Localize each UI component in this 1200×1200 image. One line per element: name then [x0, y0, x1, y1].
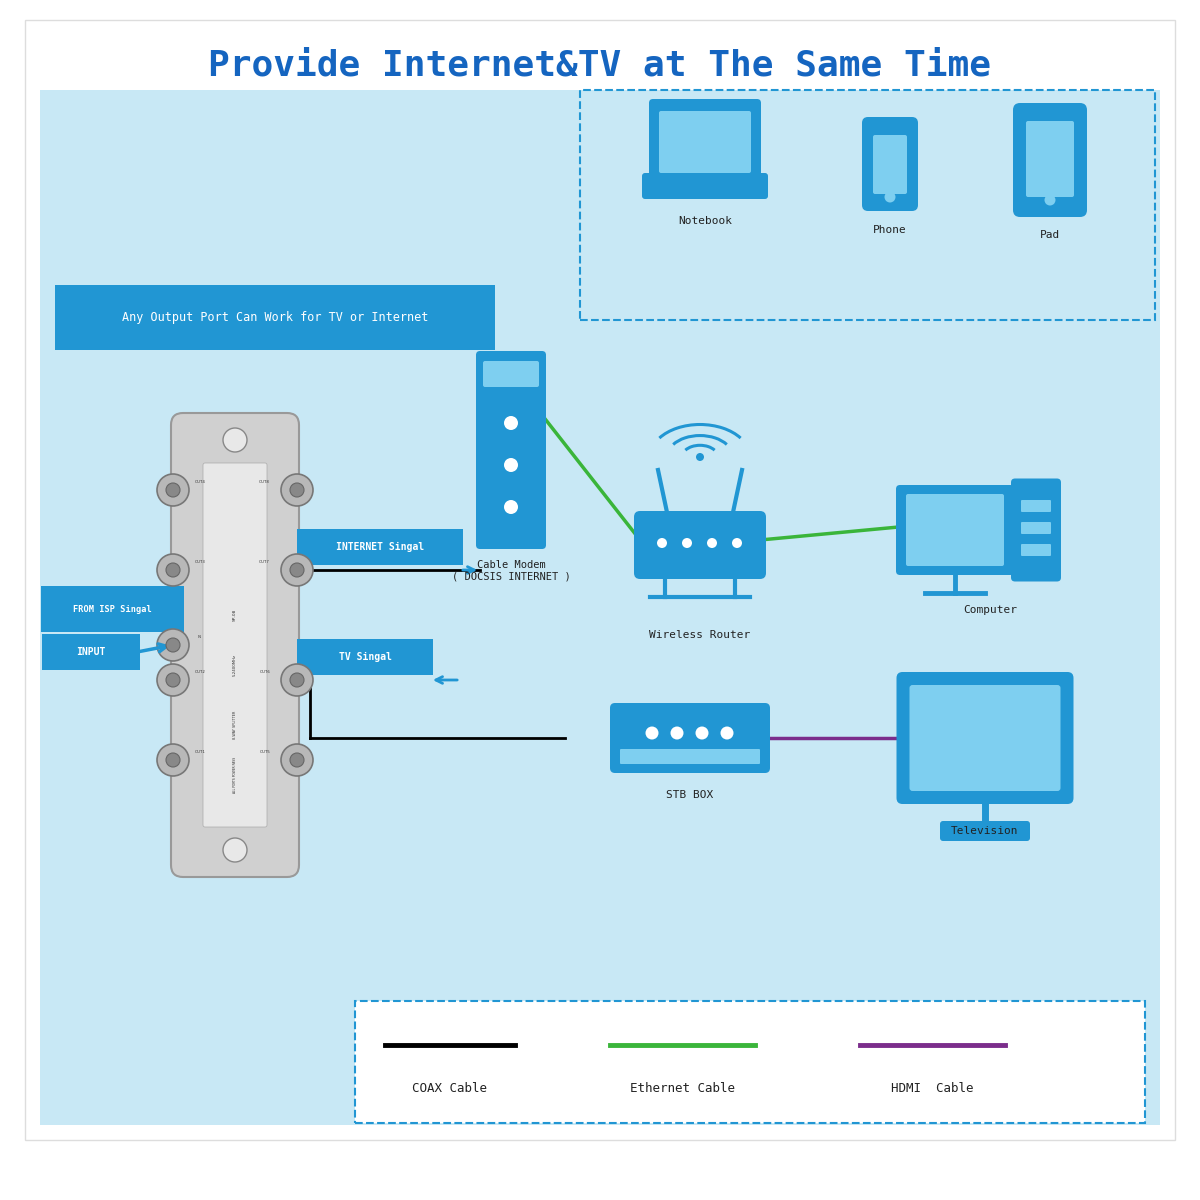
Text: OUT6: OUT6: [259, 670, 270, 674]
Circle shape: [157, 744, 190, 776]
Text: Television: Television: [952, 826, 1019, 836]
FancyBboxPatch shape: [25, 20, 1175, 1140]
Circle shape: [281, 474, 313, 506]
Text: INTERNET Singal: INTERNET Singal: [336, 542, 424, 552]
Text: Provide Internet&TV at The Same Time: Provide Internet&TV at The Same Time: [209, 48, 991, 82]
Text: Wireless Router: Wireless Router: [649, 630, 751, 640]
Text: 8-WAY SPLITTER: 8-WAY SPLITTER: [233, 710, 238, 739]
FancyBboxPatch shape: [355, 1001, 1145, 1123]
FancyBboxPatch shape: [910, 685, 1061, 791]
Circle shape: [166, 563, 180, 577]
Text: INPUT: INPUT: [77, 647, 106, 658]
FancyBboxPatch shape: [940, 821, 1030, 841]
FancyBboxPatch shape: [610, 703, 770, 773]
Circle shape: [166, 673, 180, 686]
Circle shape: [732, 538, 742, 548]
FancyBboxPatch shape: [476, 350, 546, 550]
Circle shape: [157, 474, 190, 506]
Text: IN: IN: [198, 635, 202, 638]
Text: OUT2: OUT2: [194, 670, 205, 674]
FancyBboxPatch shape: [896, 485, 1014, 575]
Text: HDMI  Cable: HDMI Cable: [890, 1081, 973, 1094]
Circle shape: [504, 458, 518, 472]
FancyBboxPatch shape: [906, 494, 1004, 566]
Circle shape: [281, 744, 313, 776]
FancyBboxPatch shape: [42, 634, 140, 670]
Text: Phone: Phone: [874, 226, 907, 235]
Text: OUT5: OUT5: [259, 750, 270, 754]
Circle shape: [290, 482, 304, 497]
Text: OUT3: OUT3: [194, 560, 205, 564]
FancyBboxPatch shape: [1026, 121, 1074, 197]
Text: Computer: Computer: [964, 605, 1018, 614]
Circle shape: [696, 452, 704, 461]
Circle shape: [671, 726, 684, 739]
Text: OUT1: OUT1: [194, 750, 205, 754]
Circle shape: [504, 416, 518, 430]
FancyBboxPatch shape: [1021, 522, 1051, 534]
Circle shape: [223, 428, 247, 452]
FancyBboxPatch shape: [194, 826, 276, 875]
Circle shape: [884, 192, 895, 203]
FancyBboxPatch shape: [172, 413, 299, 877]
FancyBboxPatch shape: [896, 672, 1074, 804]
FancyBboxPatch shape: [862, 118, 918, 211]
Text: Notebook: Notebook: [678, 216, 732, 226]
Circle shape: [658, 538, 667, 548]
Circle shape: [166, 754, 180, 767]
FancyBboxPatch shape: [1012, 479, 1061, 582]
FancyBboxPatch shape: [298, 638, 433, 674]
Text: Pad: Pad: [1040, 230, 1060, 240]
Text: STB BOX: STB BOX: [666, 790, 714, 800]
Circle shape: [157, 629, 190, 661]
Text: ALL PORTS POWER PASS: ALL PORTS POWER PASS: [233, 757, 238, 793]
Circle shape: [504, 500, 518, 514]
Text: Any Output Port Can Work for TV or Internet: Any Output Port Can Work for TV or Inter…: [122, 311, 428, 324]
Circle shape: [646, 726, 659, 739]
Text: OUT7: OUT7: [259, 560, 270, 564]
FancyBboxPatch shape: [203, 463, 268, 827]
Text: TV Singal: TV Singal: [338, 652, 391, 662]
FancyBboxPatch shape: [642, 173, 768, 199]
Circle shape: [223, 838, 247, 862]
Circle shape: [696, 726, 708, 739]
Text: Cable Modem
( DOCSIS INTERNET ): Cable Modem ( DOCSIS INTERNET ): [451, 560, 570, 582]
FancyBboxPatch shape: [298, 529, 463, 565]
FancyBboxPatch shape: [1021, 500, 1051, 512]
Circle shape: [290, 754, 304, 767]
FancyBboxPatch shape: [1021, 544, 1051, 556]
Circle shape: [166, 638, 180, 652]
FancyBboxPatch shape: [482, 361, 539, 386]
Circle shape: [281, 664, 313, 696]
Circle shape: [281, 554, 313, 586]
Text: COAX Cable: COAX Cable: [413, 1081, 487, 1094]
Circle shape: [682, 538, 692, 548]
Circle shape: [157, 554, 190, 586]
Circle shape: [166, 482, 180, 497]
FancyBboxPatch shape: [40, 90, 1160, 1126]
Circle shape: [1044, 194, 1056, 205]
FancyBboxPatch shape: [620, 749, 760, 764]
FancyBboxPatch shape: [874, 134, 907, 194]
Circle shape: [290, 673, 304, 686]
Text: OUT4: OUT4: [194, 480, 205, 484]
Circle shape: [720, 726, 733, 739]
FancyBboxPatch shape: [649, 98, 761, 182]
FancyBboxPatch shape: [41, 586, 184, 632]
Text: OUT8: OUT8: [259, 480, 270, 484]
FancyBboxPatch shape: [1013, 103, 1087, 217]
Circle shape: [707, 538, 718, 548]
FancyBboxPatch shape: [55, 284, 494, 350]
FancyBboxPatch shape: [634, 511, 766, 578]
FancyBboxPatch shape: [194, 415, 276, 464]
Circle shape: [157, 664, 190, 696]
FancyBboxPatch shape: [659, 110, 751, 173]
Text: 5-2400MHz: 5-2400MHz: [233, 654, 238, 676]
Circle shape: [290, 563, 304, 577]
Text: SP-08: SP-08: [233, 608, 238, 622]
Text: FROM ISP Singal: FROM ISP Singal: [73, 605, 152, 613]
Text: Ethernet Cable: Ethernet Cable: [630, 1081, 734, 1094]
